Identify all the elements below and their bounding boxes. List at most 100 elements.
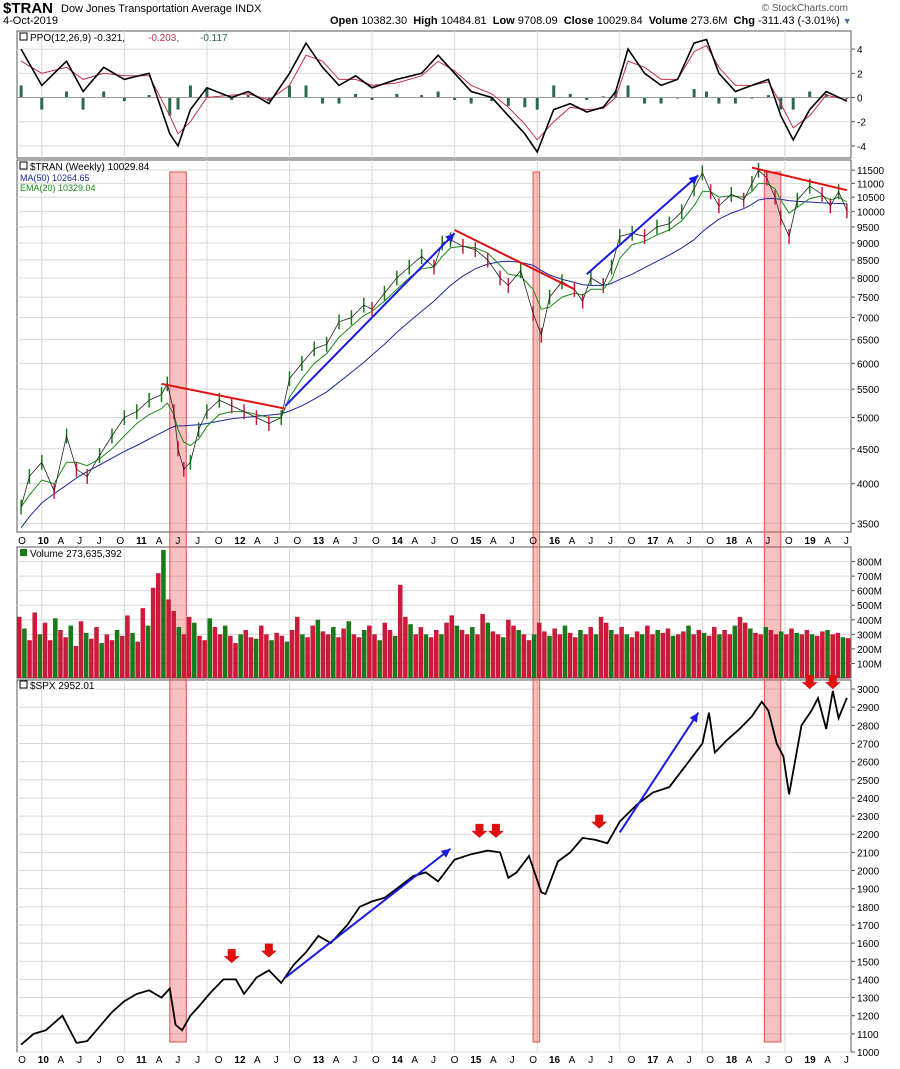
highlight-band	[532, 171, 541, 1043]
ppo-histogram-bar	[704, 91, 708, 98]
ppo-histogram-bar	[791, 97, 795, 110]
price-tick-label: 9000	[857, 239, 880, 250]
spx-x-tick-label: 19	[805, 1055, 817, 1066]
volume-bar	[722, 629, 727, 678]
volume-bar	[258, 625, 264, 678]
volume-bar	[186, 616, 192, 678]
volume-bar	[609, 629, 614, 678]
low-label: Low	[492, 15, 515, 27]
spx-x-tick-label: A	[254, 1055, 261, 1066]
volume-bar	[578, 629, 583, 678]
ppo-tick-label: 4	[857, 45, 863, 56]
volume-bar	[315, 619, 321, 678]
spx-tick-label: 2200	[857, 830, 880, 841]
volume-bar	[310, 625, 315, 678]
ppo-histogram-bar	[717, 97, 721, 104]
volume-bar	[325, 634, 331, 678]
ppo-histogram-bar	[147, 95, 151, 98]
volume-bar	[73, 645, 79, 678]
price-x-tick-label: J	[97, 536, 102, 547]
blue-trend-arrow-arrowhead	[445, 233, 455, 243]
volume-tick-label: 800M	[857, 558, 882, 569]
dropdown-triangle-icon[interactable]: ▼	[842, 16, 852, 26]
spx-x-tick-label: A	[490, 1055, 497, 1066]
volume-bar	[109, 640, 115, 678]
volume-bar	[192, 622, 197, 678]
price-x-tick-label: J	[195, 536, 200, 547]
volume-bar	[202, 640, 207, 678]
red-down-arrow-icon	[223, 949, 240, 964]
price-x-tick-label: J	[687, 536, 692, 547]
price-x-tick-label: J	[765, 536, 770, 547]
red-down-arrow-icon	[801, 675, 818, 690]
blue-trend-arrow-arrowhead	[440, 848, 451, 858]
volume-bar	[197, 635, 202, 678]
volume-bar	[264, 634, 269, 678]
price-tick-label: 7000	[857, 314, 880, 325]
volume-bar	[629, 637, 635, 678]
price-tick-label: 5000	[857, 413, 880, 424]
price-x-tick-label: 18	[726, 536, 738, 547]
volume-bar	[794, 632, 799, 678]
volume-bar	[840, 637, 846, 678]
volume-bar	[500, 637, 506, 678]
spx-x-tick-label: A	[57, 1055, 64, 1066]
spx-tick-label: 1000	[857, 1048, 880, 1059]
price-tick-label: 6500	[857, 336, 880, 347]
volume-bar	[392, 635, 398, 678]
volume-bar	[228, 635, 233, 678]
ppo-line	[20, 38, 848, 154]
volume-bar	[737, 616, 743, 678]
spx-x-tick-label: J	[687, 1055, 692, 1066]
ppo-histogram-bar	[733, 97, 737, 104]
volume-bar	[470, 627, 475, 678]
volume-bar	[119, 635, 125, 678]
price-x-tick-label: O	[451, 536, 459, 547]
volume-bar	[814, 635, 820, 678]
spx-x-tick-label: J	[510, 1055, 515, 1066]
ppo-histogram-bar	[176, 97, 180, 110]
volume-bar	[156, 573, 161, 678]
description-label: Dow Jones Transportation Average INDX	[61, 3, 261, 15]
ppo-histogram-bar	[585, 97, 589, 100]
price-x-tick-label: A	[156, 536, 163, 547]
red-down-arrow-icon	[487, 823, 504, 838]
ppo-histogram-bar	[395, 93, 399, 98]
price-x-tick-label: A	[746, 536, 753, 547]
spx-x-tick-label: 12	[234, 1055, 246, 1066]
price-tick-label: 9500	[857, 223, 880, 234]
volume-bar	[114, 629, 120, 678]
ppo-histogram-bar	[436, 91, 440, 98]
spx-x-tick-label: J	[97, 1055, 102, 1066]
volume-bar	[748, 628, 753, 678]
spx-x-tick-label: O	[451, 1055, 459, 1066]
volume-bar	[459, 629, 465, 678]
price-tick-label: 11500	[857, 166, 885, 177]
volume-bar	[253, 638, 259, 678]
spx-x-tick-label: J	[844, 1055, 849, 1066]
volume-bar	[526, 640, 532, 678]
volume-bar	[408, 624, 413, 678]
price-x-tick-label: O	[18, 536, 26, 547]
volume-bar	[480, 613, 485, 678]
volume-bar	[701, 632, 707, 678]
volume-bar	[83, 632, 89, 678]
volume-title: Volume 273,635,392	[30, 549, 122, 560]
price-x-tick-label: 15	[470, 536, 482, 547]
price-x-tick-label: 12	[234, 536, 246, 547]
red-down-arrow-icon	[260, 943, 277, 958]
volume-bar	[176, 627, 182, 678]
spx-line	[20, 690, 848, 1046]
ppo-histogram-bar	[808, 91, 812, 98]
volume-bar	[140, 608, 146, 678]
date-label: 4-Oct-2019	[3, 15, 59, 27]
volume-bar	[763, 627, 769, 678]
volume-bar	[742, 622, 748, 678]
volume-tick-label: 300M	[857, 630, 882, 641]
ppo-histogram-bar	[506, 97, 510, 106]
volume-bar	[645, 625, 650, 678]
ppo-histogram-bar	[523, 97, 527, 108]
volume-bar	[603, 622, 609, 678]
spx-x-tick-label: 18	[726, 1055, 738, 1066]
